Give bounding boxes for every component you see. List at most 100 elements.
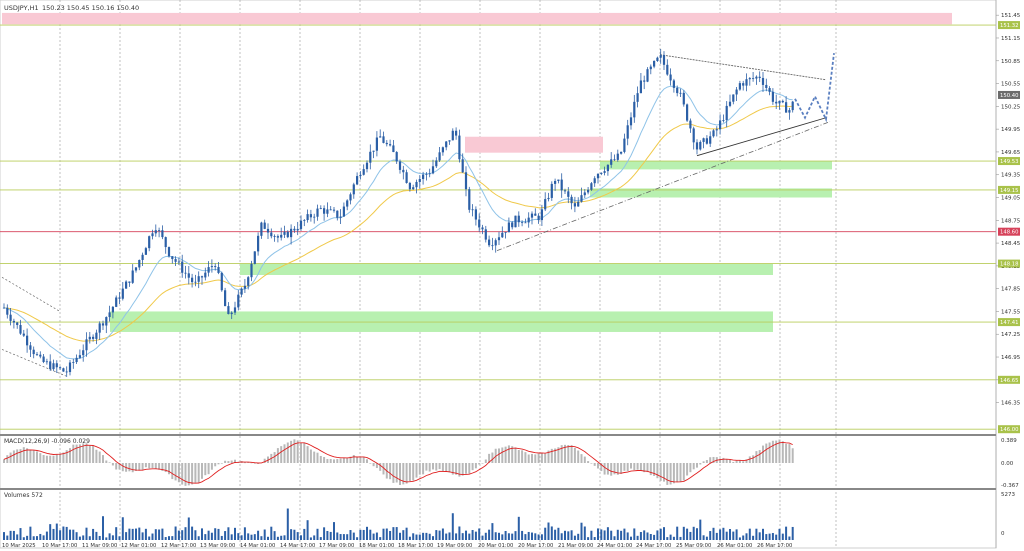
- candle-body: [286, 231, 289, 238]
- volume-bar: [455, 533, 458, 540]
- candle-body: [722, 120, 725, 121]
- volume-bar: [128, 528, 131, 540]
- macd-histogram-bar: [197, 463, 200, 483]
- candle-body: [514, 215, 517, 228]
- macd-histogram-bar: [243, 462, 246, 464]
- macd-histogram-bar: [280, 446, 283, 463]
- candle-body: [6, 307, 9, 315]
- candle-body: [600, 172, 603, 174]
- price-axis[interactable]: 151.45 151.15 150.85 150.55 150.25 149.95 149.…: [995, 0, 1021, 548]
- macd-histogram-bar: [339, 458, 342, 463]
- volume-bar: [204, 534, 207, 540]
- candle-body: [339, 216, 342, 218]
- macd-histogram-bar: [507, 445, 510, 463]
- candle-body: [402, 169, 405, 173]
- volume-label: Volumes 572: [4, 492, 43, 499]
- time-tick-label: 21 Mar 09:00: [558, 543, 594, 549]
- macd-histogram-bar: [643, 463, 646, 473]
- macd-histogram-bar: [597, 463, 599, 469]
- candle-body: [643, 80, 646, 82]
- macd-histogram-bar: [75, 444, 78, 463]
- volume-bar: [346, 534, 349, 540]
- candle-body: [42, 356, 45, 362]
- ascending-trendline: [496, 121, 831, 252]
- macd-histogram-bar: [550, 448, 553, 463]
- macd-histogram-bar: [554, 448, 557, 463]
- candle-body: [372, 150, 375, 152]
- volume-bar: [372, 533, 375, 540]
- candle-body: [177, 261, 180, 263]
- candle-body: [85, 339, 88, 351]
- candle-body: [530, 213, 534, 218]
- macd-histogram-bar: [778, 439, 781, 463]
- candle-body: [699, 141, 702, 150]
- volume-bar: [273, 531, 276, 540]
- macd-histogram-bar: [540, 452, 543, 463]
- volume-bar: [474, 531, 477, 540]
- candle-body: [527, 217, 530, 223]
- candle-body: [547, 197, 550, 200]
- volume-bar: [369, 529, 372, 540]
- volume-bar: [214, 528, 217, 540]
- candles-layer[interactable]: [2, 49, 794, 377]
- candle-body: [785, 102, 788, 113]
- macd-histogram-bar: [735, 460, 738, 463]
- candle-body: [382, 136, 385, 143]
- volume-bar: [263, 529, 266, 540]
- volume-bar: [39, 533, 42, 540]
- levels-layer: [0, 24, 996, 430]
- time-tick-label: 10 Mar 2025: [2, 543, 36, 549]
- macd-histogram-bar: [187, 463, 190, 486]
- level-price-label: 151.32: [1000, 23, 1019, 29]
- macd-histogram-bar: [372, 463, 375, 467]
- candle-body: [656, 57, 659, 61]
- macd-histogram-bar: [418, 463, 421, 475]
- volume-bar: [141, 532, 144, 540]
- candle-body: [534, 213, 537, 216]
- trendlines-layer: [1, 54, 831, 377]
- macd-histogram-bar: [692, 463, 695, 470]
- candle-body: [544, 199, 547, 210]
- macd-histogram-bar: [425, 463, 428, 471]
- time-tick-label: 14 Mar 01:00: [240, 543, 276, 549]
- candle-body: [758, 76, 761, 78]
- candle-body: [768, 88, 771, 92]
- volume-bar: [481, 535, 484, 540]
- candle-body: [646, 69, 649, 82]
- volume-bar: [771, 533, 774, 540]
- macd-histogram-bar: [32, 450, 35, 463]
- macd-histogram-bar: [144, 463, 147, 468]
- volume-bar: [55, 523, 58, 540]
- volume-bar: [187, 517, 190, 540]
- candle-body: [299, 220, 303, 229]
- candle-body: [49, 361, 52, 370]
- macd-histogram-bar: [300, 442, 302, 463]
- candle-body: [752, 78, 755, 79]
- candle-body: [620, 151, 623, 154]
- volume-bar: [65, 526, 68, 540]
- macd-histogram-bar: [141, 463, 144, 470]
- volume-bar: [42, 535, 45, 540]
- level-price-tag: [998, 21, 1020, 30]
- macd-histogram-bar: [428, 463, 431, 472]
- volume-bar: [735, 529, 738, 540]
- macd-histogram-bar: [16, 449, 19, 463]
- volume-bar: [69, 529, 71, 540]
- volume-bar: [366, 526, 368, 540]
- volume-bar: [154, 529, 157, 540]
- macd-tick-label: 0.00: [1001, 461, 1014, 467]
- macd-histogram-bar: [791, 448, 794, 463]
- macd-histogram-bar: [646, 463, 649, 473]
- candle-body: [128, 281, 131, 283]
- level-price-label: 149.53: [1000, 159, 1019, 165]
- macd-histogram-bar: [438, 463, 441, 470]
- candle-body: [290, 228, 293, 238]
- volume-bar: [313, 535, 316, 540]
- macd-histogram-bar: [659, 463, 662, 481]
- volume-bar: [3, 532, 5, 540]
- candle-body: [511, 222, 514, 228]
- volume-bar: [45, 531, 48, 540]
- candle-body: [161, 230, 164, 238]
- macd-histogram-bar: [19, 449, 22, 463]
